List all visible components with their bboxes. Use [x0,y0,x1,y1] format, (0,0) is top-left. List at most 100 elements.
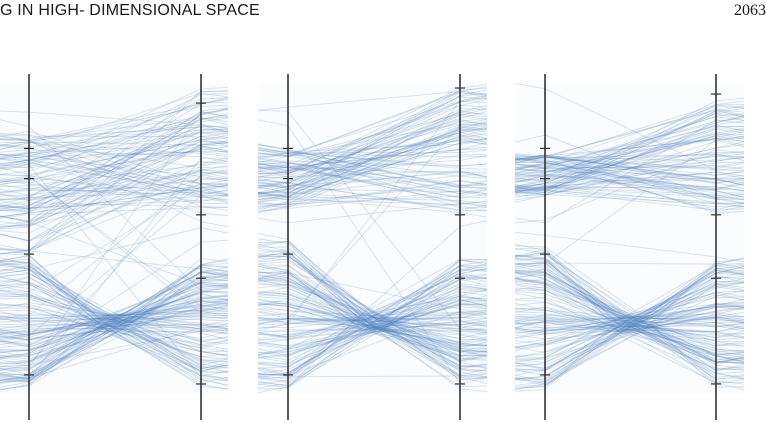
data-polyline [0,153,229,182]
data-polyline [257,282,488,358]
data-polyline [0,157,229,200]
data-polyline [257,275,488,374]
data-polyline [257,269,488,377]
data-polyline [514,158,745,214]
data-polyline [514,243,745,379]
data-polyline [257,255,488,376]
data-polyline [514,156,745,172]
data-polyline [514,301,745,339]
data-polyline [257,255,488,368]
data-polyline [514,264,745,380]
data-polyline [0,266,229,379]
data-polyline [257,123,488,320]
data-polyline [514,314,745,329]
data-polyline [514,269,745,386]
data-polyline [257,274,488,346]
data-polyline [257,264,488,369]
data-polyline [514,308,745,328]
data-polyline [257,140,488,153]
data-polyline [257,265,488,360]
data-polyline [257,278,488,376]
data-polyline [514,119,745,224]
data-polyline [514,258,745,380]
data-polyline [514,271,745,358]
data-polyline [514,254,745,370]
data-polyline [257,133,488,184]
data-polyline [257,156,488,188]
data-polyline [257,158,488,194]
data-polyline [257,261,488,362]
page-number: 2063 [734,2,766,19]
data-polyline [514,153,745,172]
data-polyline [0,165,229,212]
data-polyline [257,112,488,210]
data-polyline [257,91,488,163]
data-polyline [514,104,745,183]
data-polyline [514,278,745,345]
data-polyline [514,173,745,191]
panel-3 [514,74,745,420]
data-polyline [514,316,745,330]
data-polyline [514,109,745,160]
data-polyline [0,110,229,129]
data-polyline [514,153,745,188]
data-polyline [257,264,488,362]
data-polyline [514,131,745,187]
data-polyline [514,270,745,370]
data-polyline [0,261,229,371]
data-polyline [0,294,229,359]
data-polyline [0,107,229,175]
data-polyline [0,285,229,353]
panel-1 [0,74,229,420]
data-polyline [257,314,488,324]
data-polyline [257,268,488,383]
data-polyline [514,116,745,171]
data-polyline [0,206,229,219]
data-polyline [0,298,229,353]
data-polyline [0,92,229,150]
data-polyline [257,272,488,314]
data-polyline [257,250,488,374]
data-polyline [257,143,488,209]
data-polyline [514,135,745,201]
data-polyline [257,84,488,178]
data-polyline [257,125,488,198]
parallel-coordinates-figure [0,60,766,423]
data-polyline [514,231,745,263]
data-polyline [0,158,229,197]
data-polyline [0,93,229,186]
data-polyline [514,129,745,188]
data-polyline [514,156,745,177]
data-polyline [514,258,745,385]
data-polyline [257,260,488,390]
data-polyline [0,140,229,209]
data-polyline [0,108,229,222]
data-polyline [0,266,229,377]
data-polyline [514,171,745,188]
data-polyline [257,153,488,187]
data-polyline [514,290,745,346]
data-polyline [514,113,745,189]
data-polyline [514,292,745,390]
panel-background [258,84,487,394]
data-polyline [0,126,229,140]
data-polyline [0,304,229,332]
data-polyline [257,150,488,170]
data-polyline [0,91,229,222]
data-polyline [257,293,488,345]
data-polyline [257,276,488,352]
data-polyline [257,263,488,361]
data-polyline [514,278,745,347]
data-polyline [257,250,488,377]
data-polyline [514,313,745,327]
data-polyline [0,163,229,195]
data-polyline [0,316,229,329]
data-polyline [514,296,745,345]
data-polyline [0,174,229,371]
data-polyline [514,268,745,363]
data-polyline [0,315,229,334]
data-polyline [257,118,488,175]
data-polyline [514,192,745,207]
data-polyline [514,271,745,364]
data-polyline [257,161,488,195]
